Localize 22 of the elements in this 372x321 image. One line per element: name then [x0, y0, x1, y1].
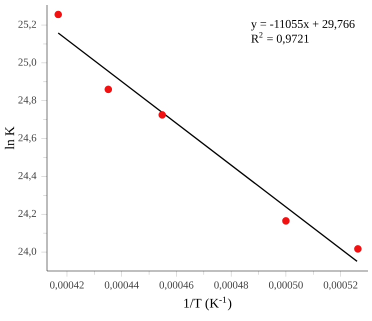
y-tick-label: 24,2 [18, 210, 36, 219]
x-tick-label: 0,00052 [324, 281, 358, 290]
x-axis-title: 1/T (K$^{-1}$) [184, 296, 232, 310]
x-tick-label: 0,00042 [50, 281, 84, 290]
annotation: R$^{2}$ = 0,9721 [251, 32, 309, 44]
y-tick-label: 24,6 [18, 134, 36, 143]
x-tick-label: 0,00050 [268, 281, 303, 290]
y-axis-title: ln K [4, 126, 14, 150]
y-tick-label: 24,0 [18, 248, 36, 256]
y-tick-label: 25,0 [18, 58, 36, 68]
x-tick-label: 0,00046 [160, 281, 194, 290]
point [282, 217, 290, 225]
x-tick-label: 0,00044 [104, 281, 139, 290]
point [104, 86, 112, 94]
y-tick-label: 25,2 [18, 20, 36, 30]
y-tick-label: 24,8 [18, 96, 36, 106]
x-tick-label: 0,00048 [214, 281, 248, 290]
point [54, 10, 62, 18]
y-tick-label: 24,4 [18, 172, 36, 181]
annotation: y = -11055x + 29,766 [251, 20, 355, 30]
point [158, 111, 166, 119]
point [354, 245, 362, 253]
